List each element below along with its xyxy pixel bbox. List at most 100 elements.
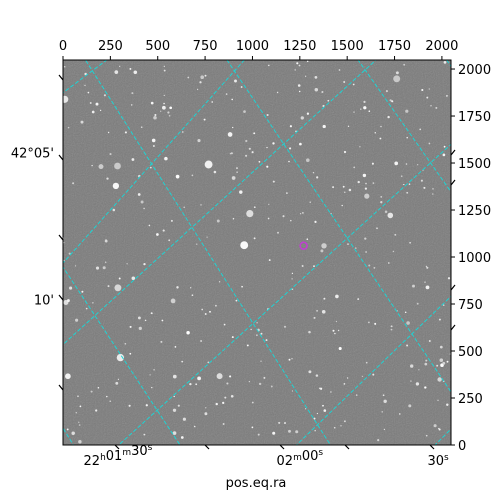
star [360,108,362,110]
star [424,362,428,366]
star [424,386,427,389]
star [229,375,232,378]
x-tick-label: 1250 [283,39,316,54]
star [243,110,246,113]
star [330,391,332,393]
x-tick-label: 500 [145,39,170,54]
star [361,375,364,378]
target-marker [299,241,308,251]
star [363,100,366,103]
star [265,339,268,342]
star [321,243,327,249]
star [313,417,316,420]
star [405,163,408,165]
y-tick-label: 2000 [458,63,491,78]
star [394,233,397,236]
star [363,106,367,110]
star [355,394,358,396]
star [306,112,310,115]
star [99,109,102,112]
star [272,142,275,145]
star [410,364,414,368]
star [160,110,162,112]
star [316,309,319,312]
star [384,210,388,214]
star [250,328,252,331]
star [374,132,377,134]
star [406,136,408,139]
star [341,204,343,207]
star [241,285,243,288]
star [387,212,394,219]
star [253,132,256,135]
star [380,125,382,128]
star [145,404,148,407]
star [419,128,422,131]
ra-tick-label: 22h01m30s [84,443,153,469]
star [442,361,446,365]
star [203,118,206,121]
star [342,185,345,188]
star [140,126,143,129]
star [91,164,93,167]
star [85,307,88,310]
star [372,182,375,184]
dec-tick-label: 42°05' [11,147,54,162]
star [395,71,399,75]
star [348,188,352,192]
star [314,429,316,432]
star [337,329,340,332]
star [89,102,92,104]
grid-line [63,60,377,346]
star [352,83,355,86]
star [169,106,173,110]
star [129,67,132,70]
y-tick-label: 500 [458,345,483,360]
star [151,386,153,389]
star [63,65,66,68]
star [151,138,156,143]
star [162,105,166,110]
star [227,132,233,137]
star [314,76,318,79]
star [332,329,335,332]
star [314,220,317,223]
x-tick-label: 1750 [378,39,411,54]
star [163,69,166,72]
star [313,316,316,319]
star [447,277,451,280]
ra-edge-tick [450,284,456,291]
star [297,84,301,87]
star [186,330,190,335]
star [229,152,232,155]
ra-tick [344,444,350,450]
star [176,286,179,289]
star [377,439,380,442]
star [334,332,336,335]
y-tick-label: 1500 [458,157,491,172]
right-pixel-axis: 0 250 500 750 1000 1250 1500 1750 2000 [450,63,491,454]
star [79,405,82,408]
star [231,336,234,339]
star [268,203,270,206]
star [172,431,177,435]
dec-tick [58,234,64,241]
bottom-ra-axis: 22h01m30s 02m00s 30s [84,443,450,469]
star [321,309,326,314]
star [204,160,213,169]
star [357,298,360,301]
star [71,431,75,436]
star [382,394,385,397]
star [190,287,192,289]
star [406,344,409,347]
star [177,404,180,407]
ra-edge-tick [450,179,456,186]
star [199,81,202,84]
star [200,75,205,80]
star [170,219,173,222]
star [291,278,293,280]
star [78,421,80,423]
star [268,259,271,262]
star [196,88,199,90]
